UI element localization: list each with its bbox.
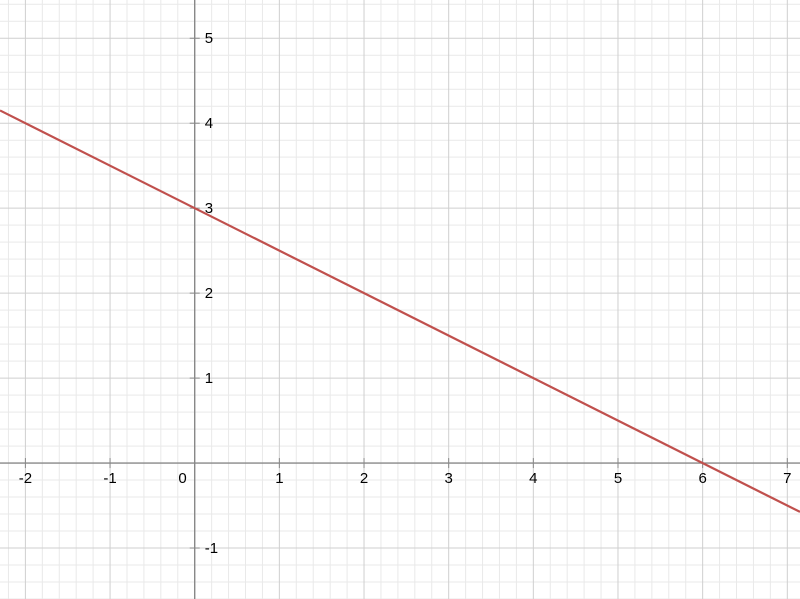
y-tick-label: 4 [205, 115, 213, 132]
x-tick-label: -2 [19, 470, 32, 487]
y-tick-label: 5 [205, 30, 213, 47]
x-tick-label: 4 [529, 470, 537, 487]
y-tick-label: 1 [205, 370, 213, 387]
line-chart: -2 -1 0 1 2 3 4 5 6 7 -1 1 2 3 4 5 [0, 0, 800, 599]
x-tick-label: 1 [275, 470, 283, 487]
x-tick-label: 0 [178, 470, 186, 487]
y-tick-label: 3 [205, 200, 213, 217]
x-tick-label: -1 [103, 470, 116, 487]
x-tick-label: 5 [614, 470, 622, 487]
x-tick-label: 2 [360, 470, 368, 487]
x-tick-label: 6 [698, 470, 706, 487]
x-tick-label: 3 [445, 470, 453, 487]
y-tick-label: -1 [205, 540, 218, 557]
y-tick-label: 2 [205, 285, 213, 302]
x-tick-label: 7 [783, 470, 791, 487]
